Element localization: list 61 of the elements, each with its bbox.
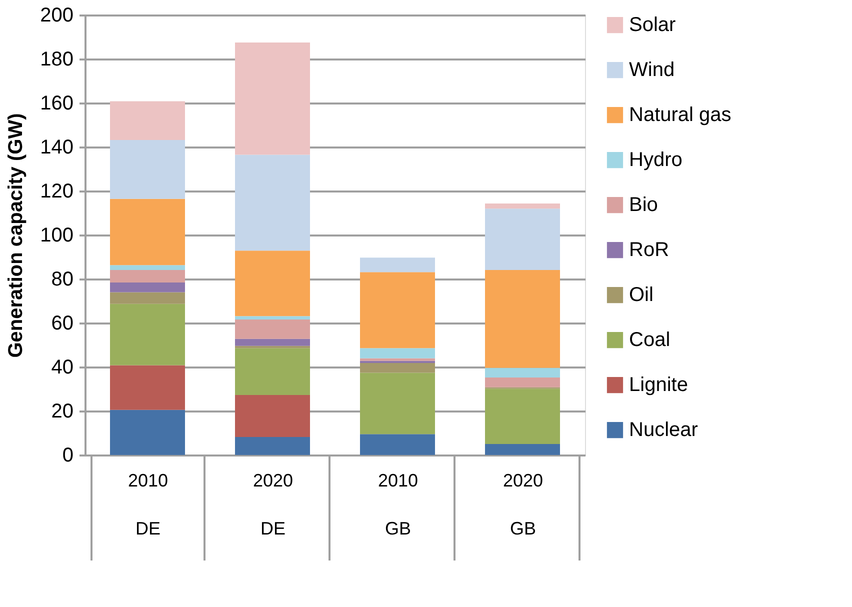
bar [235, 346, 310, 348]
bar [360, 372, 435, 434]
bar [485, 208, 560, 270]
bar [110, 292, 185, 304]
bar [235, 319, 310, 339]
legend-label: Coal [629, 329, 670, 351]
bar [110, 101, 185, 140]
bar [235, 154, 310, 251]
y-tick-label: 0 [62, 444, 74, 466]
bar [110, 140, 185, 199]
legend-label: Oil [629, 284, 654, 306]
legend-label: RoR [629, 239, 670, 261]
y-tick-label: 120 [40, 180, 74, 202]
legend-label: Wind [629, 59, 675, 81]
category-label: 2020 GB [502, 470, 544, 538]
bar [235, 316, 310, 320]
bar [110, 282, 185, 292]
y-tick-label: 200 [40, 4, 74, 26]
bar [485, 378, 560, 388]
bar [360, 272, 435, 348]
bar [235, 42, 310, 155]
bar [360, 363, 435, 373]
y-tick-label: 140 [40, 136, 74, 158]
legend-label: Hydro [629, 149, 682, 171]
y-tick-label: 20 [51, 400, 74, 422]
bar [110, 270, 185, 283]
legend-label: Solar [629, 14, 676, 36]
bar [485, 388, 560, 444]
bar [360, 434, 435, 455]
bar [235, 348, 310, 395]
legend-label: Lignite [629, 374, 688, 396]
category-label: 2010 DE [128, 470, 168, 538]
bar [485, 204, 560, 209]
bar [235, 250, 310, 316]
legend-label: Nuclear [629, 419, 698, 441]
bar [110, 265, 185, 270]
y-tick-label: 180 [40, 48, 74, 70]
bar [110, 304, 185, 366]
bar [485, 368, 560, 378]
y-tick-label: 60 [51, 312, 74, 334]
y-tick-label: 40 [51, 356, 74, 378]
bar [360, 348, 435, 358]
bar [485, 270, 560, 368]
y-tick-label: 80 [51, 268, 74, 290]
y-tick-label: 100 [40, 224, 74, 246]
bar [110, 365, 185, 410]
bar [110, 410, 185, 455]
category-label: 2010 GB [378, 470, 418, 538]
category-label: 2020 DE [252, 470, 294, 538]
bar [235, 338, 310, 346]
bar [360, 358, 435, 361]
bar [360, 258, 435, 272]
legend-label: Bio [629, 194, 658, 216]
bar [235, 436, 310, 455]
bar [235, 394, 310, 437]
y-tick-label: 160 [40, 92, 74, 114]
bar [485, 444, 560, 455]
bar [110, 198, 185, 266]
bar [360, 360, 435, 364]
y-axis-title: Generation capacity (GW) [5, 113, 28, 358]
legend-label: Natural gas [629, 104, 732, 126]
